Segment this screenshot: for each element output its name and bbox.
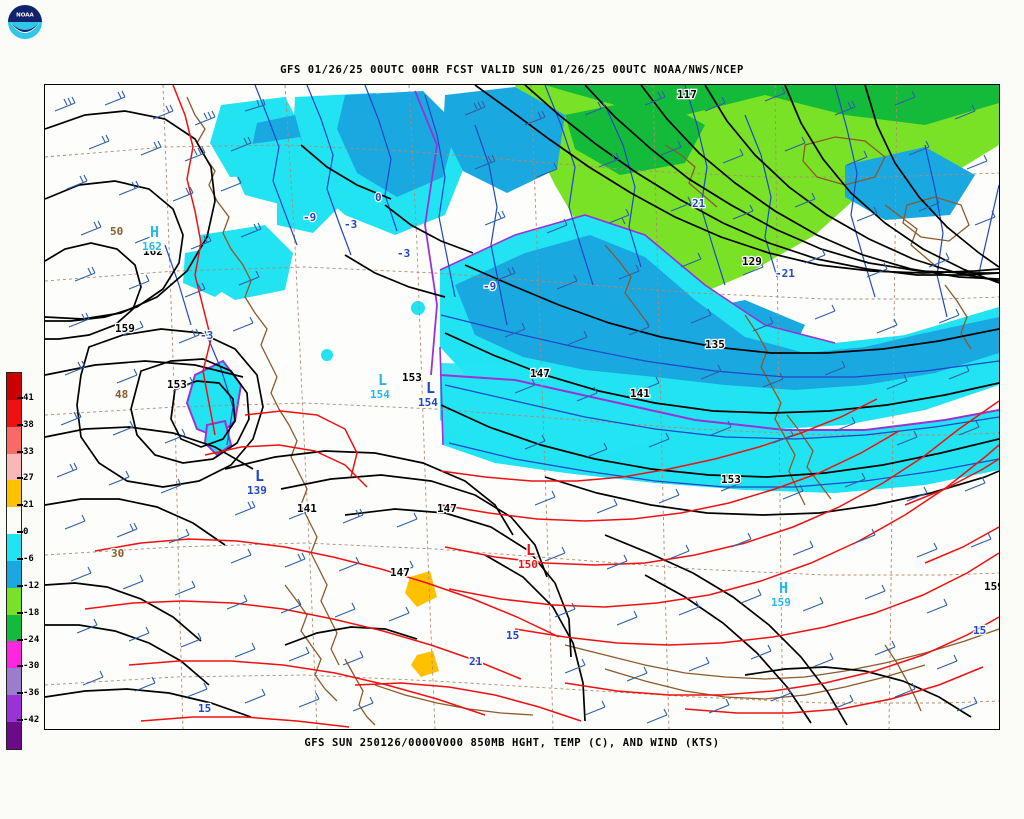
colorbar-band — [7, 399, 21, 427]
temperature-contour-label: -9 — [483, 280, 496, 293]
colorbar-band — [7, 453, 21, 481]
pressure-center-value: 154 — [370, 388, 390, 401]
colorbar-band — [7, 560, 21, 588]
pressure-center-value: 139 — [247, 484, 267, 497]
height-contour-label: 153 — [721, 473, 741, 486]
colorbar-band — [7, 507, 21, 535]
colorbar-band — [7, 534, 21, 561]
colorbar-tick-label: -6 — [17, 554, 34, 564]
colorbar-tick-label: -42 — [16, 715, 40, 726]
colorbar-band — [7, 721, 21, 749]
temperature-contour-label: 0 — [375, 191, 382, 204]
colorbar-band — [7, 695, 21, 722]
temperature-contour-label: -3 — [344, 218, 357, 231]
temperature-contour-label: 15 — [198, 702, 211, 715]
height-contour-label: 141 — [630, 387, 650, 400]
temperature-contour-label: 21 — [469, 655, 483, 668]
height-contour-label: 153 — [167, 378, 187, 391]
height-contour-label: 153 — [402, 371, 422, 384]
pressure-center-marker: L — [526, 541, 535, 559]
height-contour-label: 159 — [115, 322, 135, 335]
colorbar-tick-label: 0 — [16, 527, 29, 538]
noaa-logo: NOAA — [4, 2, 48, 42]
colorbar-band — [7, 641, 21, 669]
svg-text:NOAA: NOAA — [16, 13, 34, 19]
grid-coordinate-label: 30 — [111, 547, 124, 560]
temperature-contour-label: -21 — [775, 267, 795, 280]
colorbar-tick-label: -18 — [16, 607, 40, 618]
colorbar-tick-label: -24 — [16, 634, 40, 645]
temperature-contour-label: -9 — [303, 211, 316, 224]
temperature-colorbar-ticks: 41 38 33 27 21 0 -6 -12 -18 -24 -30 -36 -42 — [16, 372, 57, 750]
temperature-colorbar — [6, 372, 22, 750]
colorbar-tick-label: 38 — [17, 419, 34, 430]
colorbar-tick-label: -30 — [16, 661, 40, 672]
pressure-center-marker: L — [255, 467, 264, 485]
height-contour-label: 147 — [390, 566, 410, 579]
pressure-center-value: 159 — [771, 596, 791, 609]
chart-title-top: GFS 01/26/25 00UTC 00HR FCST VALID SUN 0… — [280, 64, 744, 76]
grid-coordinate-label: 48 — [115, 388, 128, 401]
colorbar-band — [7, 668, 21, 696]
pressure-center-marker: H — [150, 223, 159, 241]
height-contour-label: 159 — [984, 580, 999, 593]
colorbar-band — [7, 614, 21, 642]
grid-coordinate-label: 50 — [110, 225, 123, 238]
colorbar-tick-label: -12 — [16, 580, 40, 591]
height-contour-label: 117 — [677, 88, 697, 101]
height-contour-label: 162 — [143, 245, 163, 258]
height-contour-label: 135 — [705, 338, 725, 351]
temperature-contour-label: -3 — [200, 329, 213, 342]
height-contour-label: 147 — [530, 367, 550, 380]
height-contour-label: 141 — [297, 502, 317, 515]
pressure-center-marker: L — [426, 379, 435, 397]
pressure-center-value: 162 — [142, 240, 162, 253]
temperature-contour-label: 15 — [973, 624, 986, 637]
chart-caption-bottom: GFS SUN 250126/0000V000 850MB HGHT, TEMP… — [304, 737, 720, 749]
colorbar-band — [7, 426, 21, 454]
colorbar-tick-label: -36 — [16, 688, 40, 699]
height-contour-label: 129 — [742, 255, 762, 268]
colorbar-tick-label: 41 — [17, 392, 34, 403]
pressure-center-marker: L — [378, 371, 387, 389]
colorbar-tick-label: 27 — [17, 473, 34, 484]
colorbar-tick-label: 21 — [17, 500, 34, 511]
colorbar-band — [7, 480, 21, 508]
pressure-center-marker: H — [779, 579, 788, 597]
temperature-contour-label: -3 — [397, 247, 410, 260]
pressure-center-value: 154 — [418, 396, 438, 409]
colorbar-band — [7, 587, 21, 615]
pressure-center-value: 150 — [518, 558, 538, 571]
colorbar-tick-label: 33 — [17, 446, 34, 457]
map-panel[interactable]: 1171291351411471471471471531531531591591… — [44, 84, 1000, 730]
colorbar-band — [7, 373, 21, 400]
height-contour-label: 147 — [437, 502, 457, 515]
temperature-contour-label: 21 — [692, 197, 706, 210]
temperature-contour-label: 15 — [506, 629, 519, 642]
